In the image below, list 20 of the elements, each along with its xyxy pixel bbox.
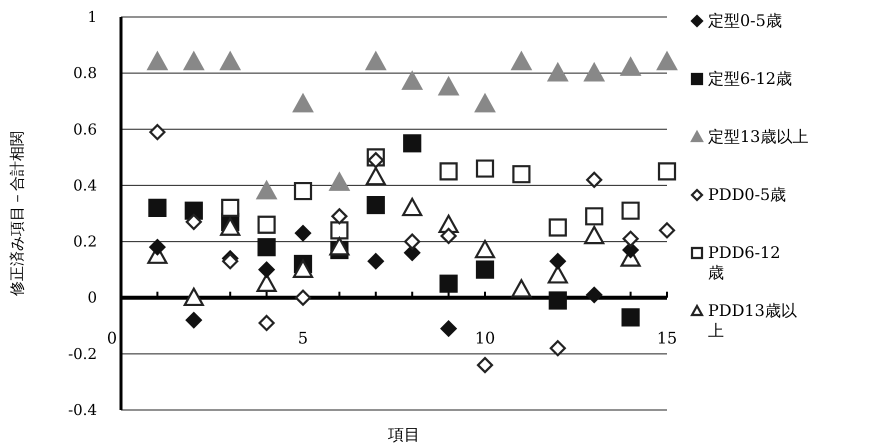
legend-label: 定型6-12歳 [708,69,792,88]
y-tick-label: 0.8 [73,64,97,82]
x-axis-title: 項目 [387,425,420,444]
legend-label: PDD0-5歳 [708,185,786,204]
y-tick-label: 1 [87,8,97,26]
y-tick-label: 0.4 [73,176,97,194]
y-tick-label: -0.4 [68,401,97,419]
y-tick-label: 0 [87,288,97,307]
legend-label: 定型13歳以上 [708,127,808,146]
x-tick-label: 5 [298,328,308,348]
y-tick-label: 0.6 [73,120,97,138]
x-tick-label: 0 [106,328,117,348]
y-axis-title: 修正済み項目－合計相関 [8,131,26,296]
x-tick-label: 15 [656,328,678,348]
y-tick-label: 0.2 [73,232,97,251]
legend-label: PDD6-12歳 [708,243,780,282]
legend-label: PDD13歳以上 [708,301,797,340]
y-tick-label: -0.2 [68,344,97,363]
x-tick-label: 10 [474,328,496,348]
legend-label: 定型0-5歳 [708,11,782,30]
